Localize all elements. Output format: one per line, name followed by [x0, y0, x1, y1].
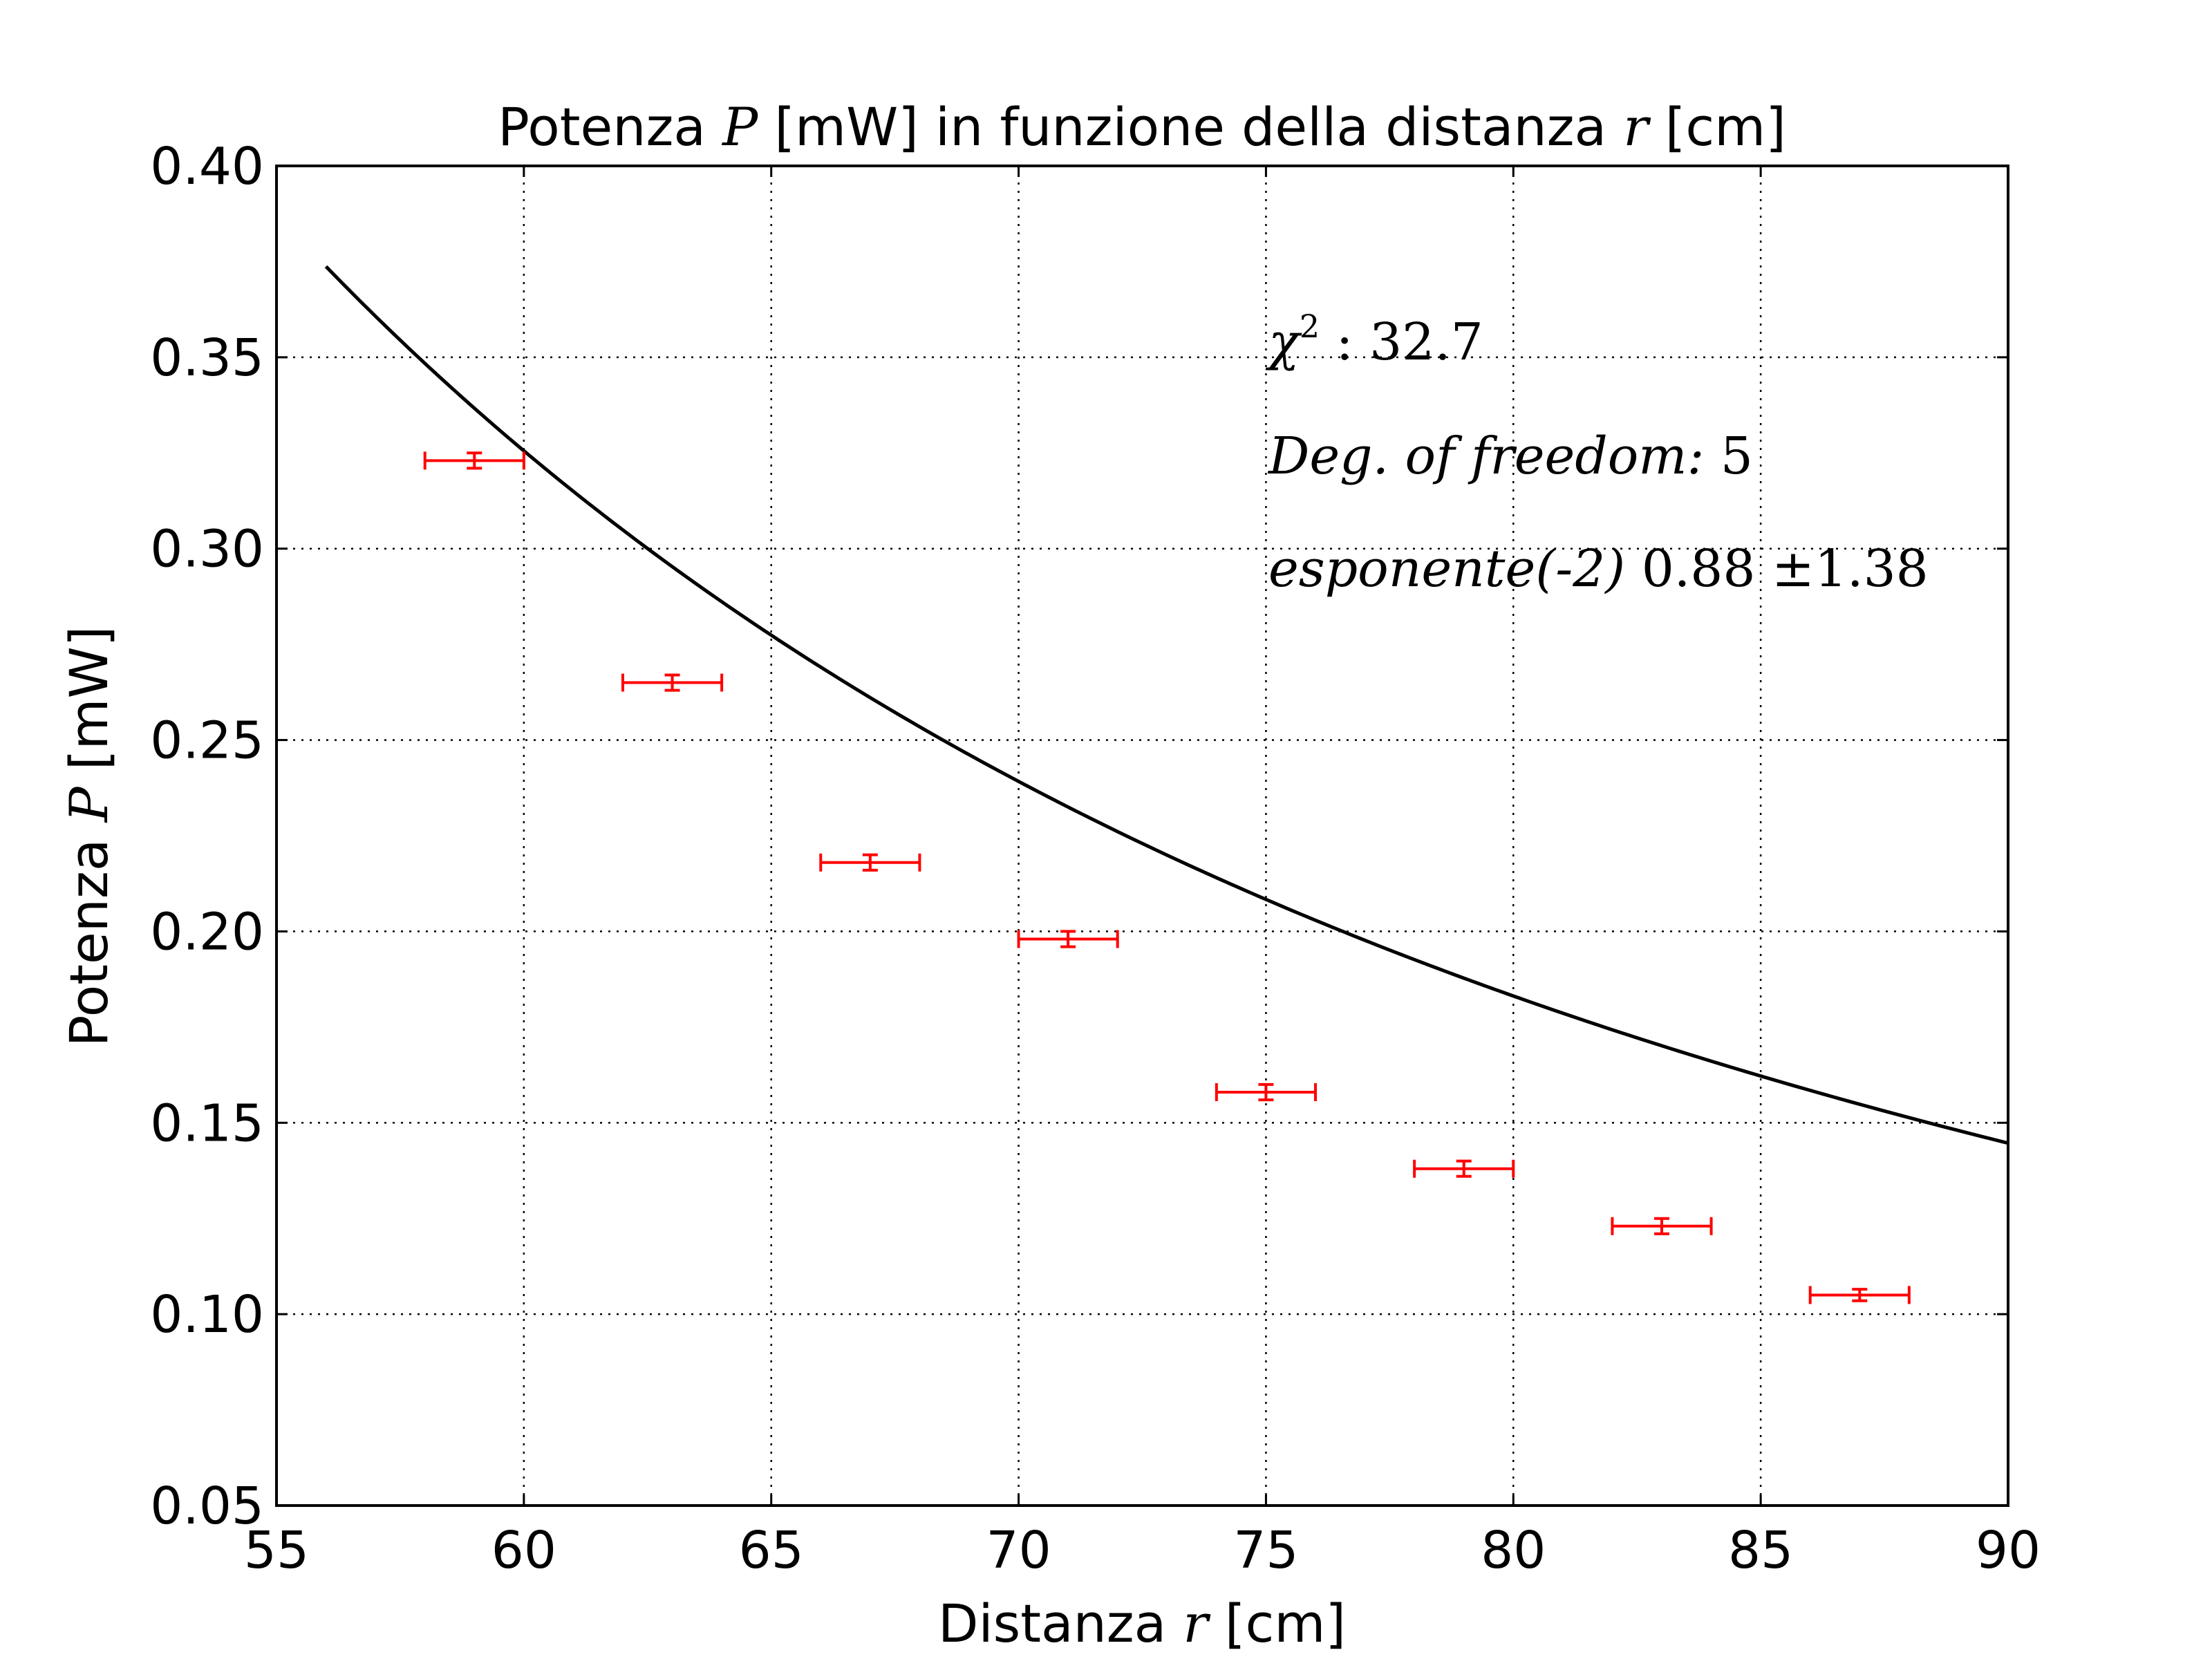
plot-frame — [275, 165, 2009, 1507]
x-tick-label: 70 — [986, 1521, 1051, 1580]
chi2-annotation: χ2 : 32.7 — [1265, 308, 1483, 372]
axis-ticks — [275, 165, 2009, 1507]
y-tick-label: 0.40 — [150, 137, 264, 196]
y-tick-label: 0.10 — [150, 1285, 264, 1344]
y-tick-label: 0.05 — [150, 1477, 264, 1536]
errorbar-point — [1017, 930, 1119, 948]
y-tick-label: 0.20 — [150, 902, 264, 962]
x-tick-labels: 55 60 65 70 75 80 85 90 — [244, 1521, 2041, 1580]
y-axis-label: Potenza P [mW] — [58, 626, 120, 1047]
errorbar-point — [621, 673, 724, 692]
x-tick-label: 60 — [491, 1521, 556, 1580]
y-tick-label: 0.15 — [150, 1094, 264, 1153]
fit-curve-layer — [324, 265, 2009, 1145]
errorbar-points — [423, 451, 1911, 1304]
errorbar-point — [1215, 1082, 1317, 1102]
x-axis-label: Distanza r [cm] — [938, 1593, 1346, 1654]
x-tick-label: 85 — [1728, 1521, 1793, 1580]
x-tick-label: 90 — [1976, 1521, 2041, 1580]
grid — [276, 166, 2008, 1506]
y-tick-label: 0.35 — [150, 328, 264, 388]
dof-annotation: Deg. of freedom: 5 — [1267, 427, 1753, 486]
y-tick-label: 0.25 — [150, 711, 264, 771]
errorbar-point — [1808, 1286, 1911, 1304]
x-tick-label: 80 — [1481, 1521, 1546, 1580]
errorbar-point — [1413, 1159, 1515, 1178]
errorbar-point — [1611, 1217, 1713, 1235]
errorbar-point — [423, 451, 525, 470]
x-tick-label: 55 — [244, 1521, 309, 1580]
x-tick-label: 75 — [1233, 1521, 1298, 1580]
y-tick-label: 0.30 — [150, 520, 264, 579]
errorbar-point — [819, 853, 921, 872]
fit-curve — [324, 265, 2009, 1145]
chart-title: Potenza P [mW] in funzione della distanz… — [498, 96, 1786, 158]
y-tick-labels: 0.05 0.10 0.15 0.20 0.25 0.30 0.35 0.40 — [150, 137, 264, 1536]
exponent-annotation: esponente(-2) 0.88 ±1.38 — [1268, 539, 1929, 599]
x-tick-label: 65 — [739, 1521, 804, 1580]
